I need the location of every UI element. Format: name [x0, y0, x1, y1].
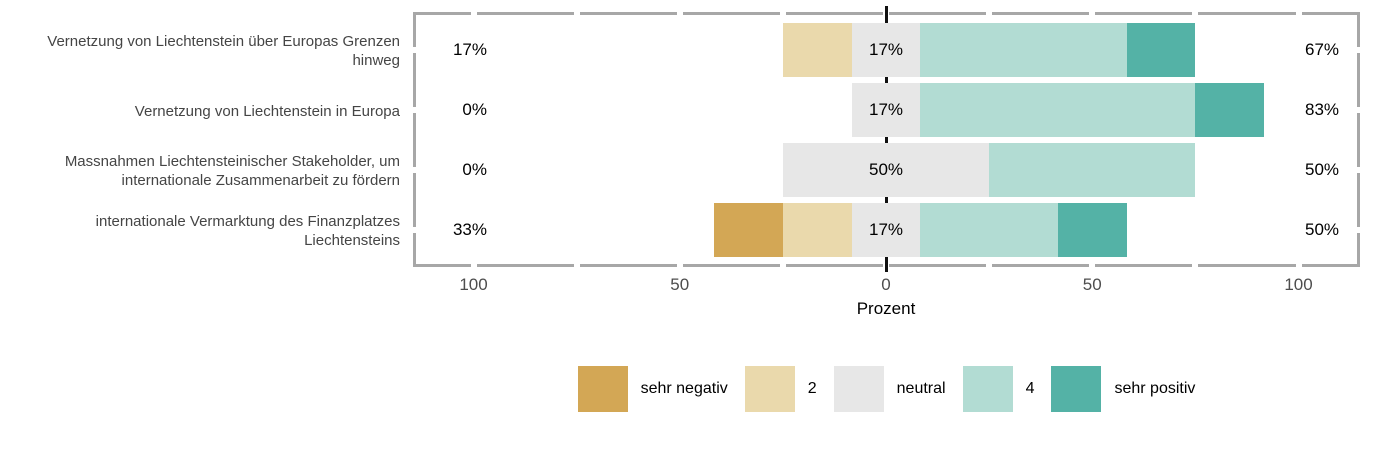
- x-tick-label: 50: [670, 275, 690, 294]
- value-label-neutral: 17%: [868, 40, 904, 59]
- legend: sehr negativ 2 neutral 4 sehr positiv: [413, 365, 1360, 413]
- bar-segment-4: [989, 143, 1196, 197]
- category-label-line: Vernetzung von Liechtenstein über Europa…: [47, 33, 400, 50]
- value-label-high: 67%: [1304, 40, 1340, 59]
- axis-notch-top: [779, 11, 786, 16]
- value-label-low: 0%: [462, 100, 487, 119]
- axis-notch-left: [412, 227, 417, 233]
- axis-notch-bottom: [779, 263, 786, 268]
- legend-item: 4: [962, 366, 1035, 412]
- axis-notch-top: [470, 11, 477, 16]
- axis-notch-left: [412, 107, 417, 113]
- bar-segment-sehr-positiv: [1195, 83, 1265, 137]
- category-label: Vernetzung von Liechtenstein in Europa: [0, 102, 400, 121]
- x-tick-label: 0: [881, 275, 891, 294]
- x-tick-label: 100: [1284, 275, 1313, 294]
- category-label-line: internationale Zusammenarbeit zu fördern: [121, 172, 400, 189]
- value-label-neutral: 17%: [868, 100, 904, 119]
- value-label-low: 0%: [462, 160, 487, 179]
- axis-notch-bottom: [470, 263, 477, 268]
- category-label: internationale Vermarktung des Finanzpla…: [0, 212, 400, 250]
- legend-label: 4: [1025, 380, 1035, 397]
- category-label-line: internationale Vermarktung des Finanzpla…: [95, 213, 400, 230]
- axis-notch-top: [1295, 11, 1302, 16]
- axis-notch-bottom: [986, 263, 993, 268]
- axis-notch-left: [412, 47, 417, 53]
- axis-notch-top: [1089, 11, 1096, 16]
- axis-notch-top: [676, 11, 683, 16]
- bar-segment-2: [782, 23, 852, 77]
- bar-segment-4: [920, 83, 1196, 137]
- value-label-low: 17%: [452, 40, 487, 59]
- bar-segment-neutral: [851, 23, 921, 77]
- bar-segment-sehr-positiv: [1057, 203, 1127, 257]
- x-tick-label: 50: [1082, 275, 1102, 294]
- axis-notch-top: [573, 11, 580, 16]
- value-label-low: 33%: [452, 220, 487, 239]
- legend-item: sehr positiv: [1051, 366, 1195, 412]
- legend-swatch-2: [744, 366, 795, 412]
- legend-swatch-4: [962, 366, 1013, 412]
- category-label: Massnahmen Liechtensteinischer Stakehold…: [0, 152, 400, 190]
- bar-segment-2: [782, 203, 852, 257]
- zero-line: [884, 6, 888, 272]
- legend-label: neutral: [896, 380, 946, 397]
- category-label: Vernetzung von Liechtenstein über Europa…: [0, 32, 400, 70]
- category-label-line: Massnahmen Liechtensteinischer Stakehold…: [64, 153, 400, 170]
- axis-notch-bottom: [1089, 263, 1096, 268]
- category-label-line: Vernetzung von Liechtenstein in Europa: [134, 102, 400, 120]
- x-tick-label: 100: [459, 275, 488, 294]
- value-label-high: 83%: [1304, 100, 1340, 119]
- axis-notch-top: [986, 11, 993, 16]
- axis-notch-right: [1356, 107, 1361, 113]
- legend-item: 2: [744, 366, 817, 412]
- value-label-high: 50%: [1304, 160, 1340, 179]
- legend-swatch-sehr-positiv: [1051, 366, 1102, 412]
- bar-segment-4: [920, 23, 1127, 77]
- x-axis-title: Prozent: [856, 299, 916, 318]
- axis-notch-right: [1356, 167, 1361, 173]
- legend-label: 2: [807, 380, 817, 397]
- axis-notch-bottom: [1295, 263, 1302, 268]
- legend-swatch-neutral: [833, 366, 884, 412]
- legend-item: sehr negativ: [577, 366, 728, 412]
- category-label-line: hinweg: [352, 52, 400, 69]
- bar-segment-neutral: [851, 83, 921, 137]
- bar-segment-4: [920, 203, 1058, 257]
- value-label-neutral: 50%: [868, 160, 904, 179]
- bar-segment-sehr-positiv: [1126, 23, 1196, 77]
- value-label-neutral: 17%: [868, 220, 904, 239]
- axis-notch-left: [412, 167, 417, 173]
- bar-segment-sehr-negativ: [714, 203, 783, 257]
- legend-label: sehr negativ: [640, 380, 728, 397]
- legend-label: sehr positiv: [1114, 380, 1196, 397]
- axis-notch-bottom: [1192, 263, 1199, 268]
- axis-notch-bottom: [573, 263, 580, 268]
- category-label-line: Liechtensteins: [304, 232, 400, 249]
- bar-segment-neutral: [782, 143, 990, 197]
- legend-item: neutral: [833, 366, 946, 412]
- axis-notch-right: [1356, 227, 1361, 233]
- axis-notch-right: [1356, 47, 1361, 53]
- legend-swatch-sehr-negativ: [577, 366, 628, 412]
- bar-segment-neutral: [851, 203, 921, 257]
- axis-notch-bottom: [676, 263, 683, 268]
- value-label-high: 50%: [1304, 220, 1340, 239]
- axis-notch-top: [1192, 11, 1199, 16]
